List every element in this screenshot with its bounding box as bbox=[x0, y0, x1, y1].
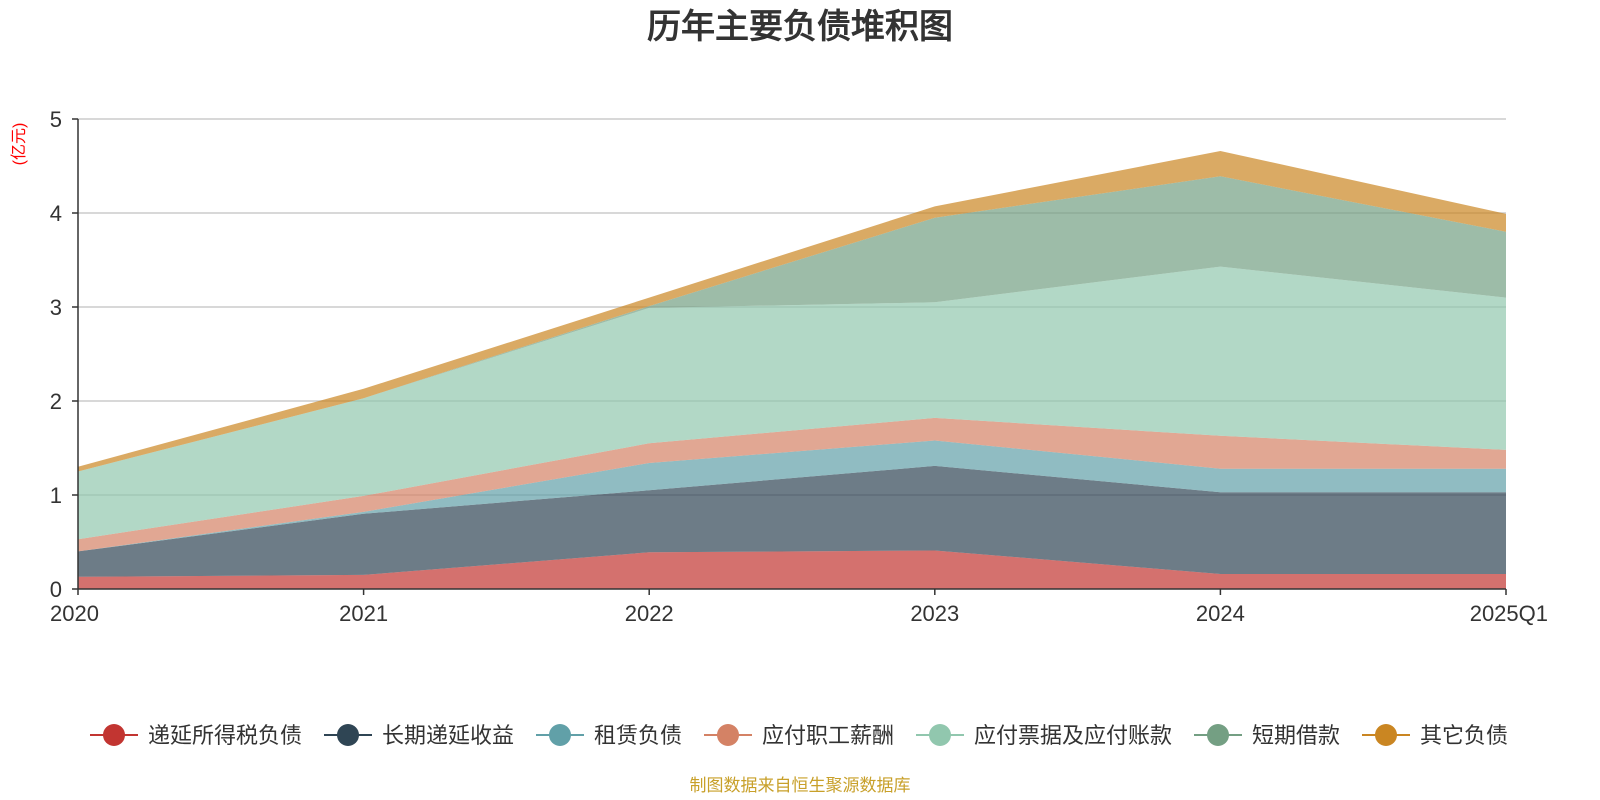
area-series bbox=[78, 417, 1506, 552]
y-tick-label: 5 bbox=[50, 107, 62, 132]
axes bbox=[72, 118, 1507, 595]
area-series bbox=[78, 176, 1506, 472]
area-series bbox=[78, 550, 1506, 589]
legend-item[interactable]: 长期递延收益 bbox=[323, 723, 514, 748]
legend-marker bbox=[1207, 724, 1230, 746]
x-tick-label: 2021 bbox=[339, 601, 388, 626]
legend-marker bbox=[929, 724, 952, 746]
x-tick-label: 2020 bbox=[50, 601, 99, 626]
legend-item[interactable]: 应付职工薪酬 bbox=[703, 723, 894, 748]
legend-item[interactable]: 短期借款 bbox=[1194, 723, 1340, 748]
legend-label: 租赁负债 bbox=[594, 723, 682, 748]
legend-label: 其它负债 bbox=[1420, 723, 1508, 748]
legend-label: 应付票据及应付账款 bbox=[974, 723, 1172, 748]
legend-marker bbox=[336, 724, 359, 746]
y-tick-labels: 0 1 2 3 4 5 bbox=[50, 107, 62, 602]
y-tick-label: 3 bbox=[50, 295, 62, 320]
chart-title: 历年主要负债堆积图 bbox=[647, 8, 953, 46]
x-tick-label: 2023 bbox=[910, 601, 959, 626]
legend-label: 短期借款 bbox=[1252, 723, 1340, 748]
x-tick-label: 2024 bbox=[1196, 601, 1245, 626]
legend-label: 递延所得税负债 bbox=[148, 723, 302, 748]
y-tick-label: 1 bbox=[50, 483, 62, 508]
legend-marker bbox=[102, 724, 125, 746]
legend-item[interactable]: 应付票据及应付账款 bbox=[916, 723, 1172, 748]
area-series bbox=[78, 266, 1506, 540]
area-series-group bbox=[78, 151, 1506, 589]
y-tick-label: 2 bbox=[50, 389, 62, 414]
y-tick-label: 4 bbox=[50, 201, 62, 226]
x-tick-labels: 2020 2021 2022 2023 2024 2025Q1 bbox=[50, 601, 1548, 626]
area-series bbox=[78, 440, 1506, 552]
y-axis-unit-label: (亿元) bbox=[10, 123, 28, 166]
legend-marker bbox=[1375, 724, 1398, 746]
source-note: 制图数据来自恒生聚源数据库 bbox=[690, 776, 911, 795]
legend-label: 应付职工薪酬 bbox=[762, 723, 894, 748]
legend-marker bbox=[548, 724, 571, 746]
legend-item[interactable]: 其它负债 bbox=[1362, 723, 1508, 748]
area-series bbox=[78, 151, 1506, 472]
legend-label: 长期递延收益 bbox=[382, 723, 514, 748]
y-tick-label: 0 bbox=[50, 577, 62, 602]
area-series bbox=[78, 465, 1506, 577]
x-tick-label: 2022 bbox=[625, 601, 674, 626]
legend: 递延所得税负债 长期递延收益 租赁负债 应付职工薪酬 应付票据及应付账款 短期借款 其它负债 bbox=[89, 723, 1508, 748]
legend-item[interactable]: 递延所得税负债 bbox=[89, 723, 302, 748]
x-tick-label: 2025Q1 bbox=[1470, 601, 1548, 626]
legend-item[interactable]: 租赁负债 bbox=[535, 723, 682, 748]
legend-marker bbox=[716, 724, 739, 746]
